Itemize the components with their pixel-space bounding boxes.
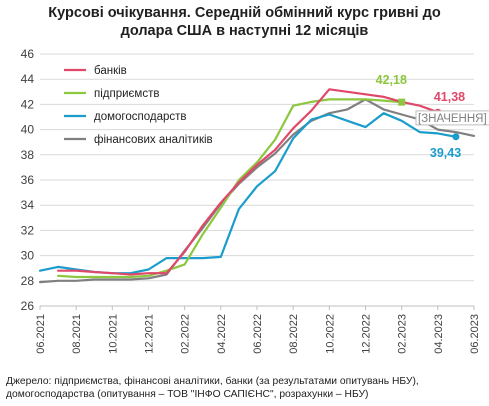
chart-title: Курсові очікування. Середній обмінний ку… bbox=[10, 4, 479, 40]
y-tick-label: 26 bbox=[21, 299, 35, 313]
series-line-pidpryiemstv bbox=[57, 98, 403, 279]
y-tick-label: 28 bbox=[21, 274, 35, 288]
end-marker-domohospodarstv bbox=[452, 133, 460, 141]
x-tick-label: 06.2022 bbox=[252, 314, 264, 354]
x-tick-label: 02.2022 bbox=[180, 314, 192, 354]
source-note-line-1: Джерело: підприємства, фінансові аналіти… bbox=[6, 376, 419, 387]
series-line-finansovykh-analitykiv bbox=[38, 98, 476, 284]
chart-title-line-2: долара США в наступні 12 місяців bbox=[120, 23, 369, 39]
x-tick-label: 06.2021 bbox=[35, 314, 47, 354]
source-note: Джерело: підприємства, фінансові аналіти… bbox=[6, 375, 486, 401]
data-label-pidpryiemstv: 42,18 bbox=[376, 73, 407, 87]
data-label-bankiv: 41,38 bbox=[434, 90, 465, 104]
y-tick-label: 30 bbox=[21, 249, 35, 263]
source-note-line-2: домогосподарства (опитування – ТОВ "ІНФО… bbox=[6, 389, 369, 400]
y-tick-label: 38 bbox=[21, 148, 35, 162]
x-tick-label: 04.2022 bbox=[216, 314, 228, 354]
legend-label-bankiv: банків bbox=[94, 65, 127, 77]
x-tick-label: 08.2022 bbox=[288, 314, 300, 354]
y-tick-label: 36 bbox=[21, 173, 35, 187]
end-marker-pidpryiemstv bbox=[398, 98, 406, 106]
y-tick-label: 44 bbox=[21, 72, 35, 86]
data-label-box-finansovykh-analitykiv bbox=[415, 110, 489, 126]
x-tick-label: 10.2022 bbox=[324, 314, 336, 354]
y-tick-label: 32 bbox=[21, 223, 35, 237]
y-tick-label: 46 bbox=[21, 47, 35, 61]
data-label-domohospodarstv: 39,43 bbox=[430, 146, 461, 160]
chart-title-line-1: Курсові очікування. Середній обмінний ку… bbox=[48, 5, 441, 21]
x-tick-label: 10.2021 bbox=[107, 314, 119, 354]
x-tick-label: 12.2021 bbox=[144, 314, 156, 354]
x-tick-label: 04.2023 bbox=[433, 314, 445, 354]
x-tick-label: 08.2021 bbox=[71, 314, 83, 354]
legend-label-domohospodarstv: домогосподарств bbox=[94, 111, 187, 123]
x-tick-label: 12.2022 bbox=[361, 314, 373, 354]
data-label-finansovykh-analitykiv: [ЗНАЧЕННЯ] bbox=[418, 113, 487, 125]
y-tick-label: 40 bbox=[21, 123, 35, 137]
x-tick-label: 06.2023 bbox=[469, 314, 481, 354]
y-tick-label: 34 bbox=[21, 198, 35, 212]
legend-label-finansovykh-analitykiv: фінансових аналітиків bbox=[94, 134, 213, 146]
legend-label-pidpryiemstv: підприємств bbox=[94, 88, 159, 100]
y-tick-label: 42 bbox=[21, 97, 35, 111]
series-line-bankiv bbox=[57, 88, 439, 276]
x-tick-label: 02.2023 bbox=[397, 314, 409, 354]
